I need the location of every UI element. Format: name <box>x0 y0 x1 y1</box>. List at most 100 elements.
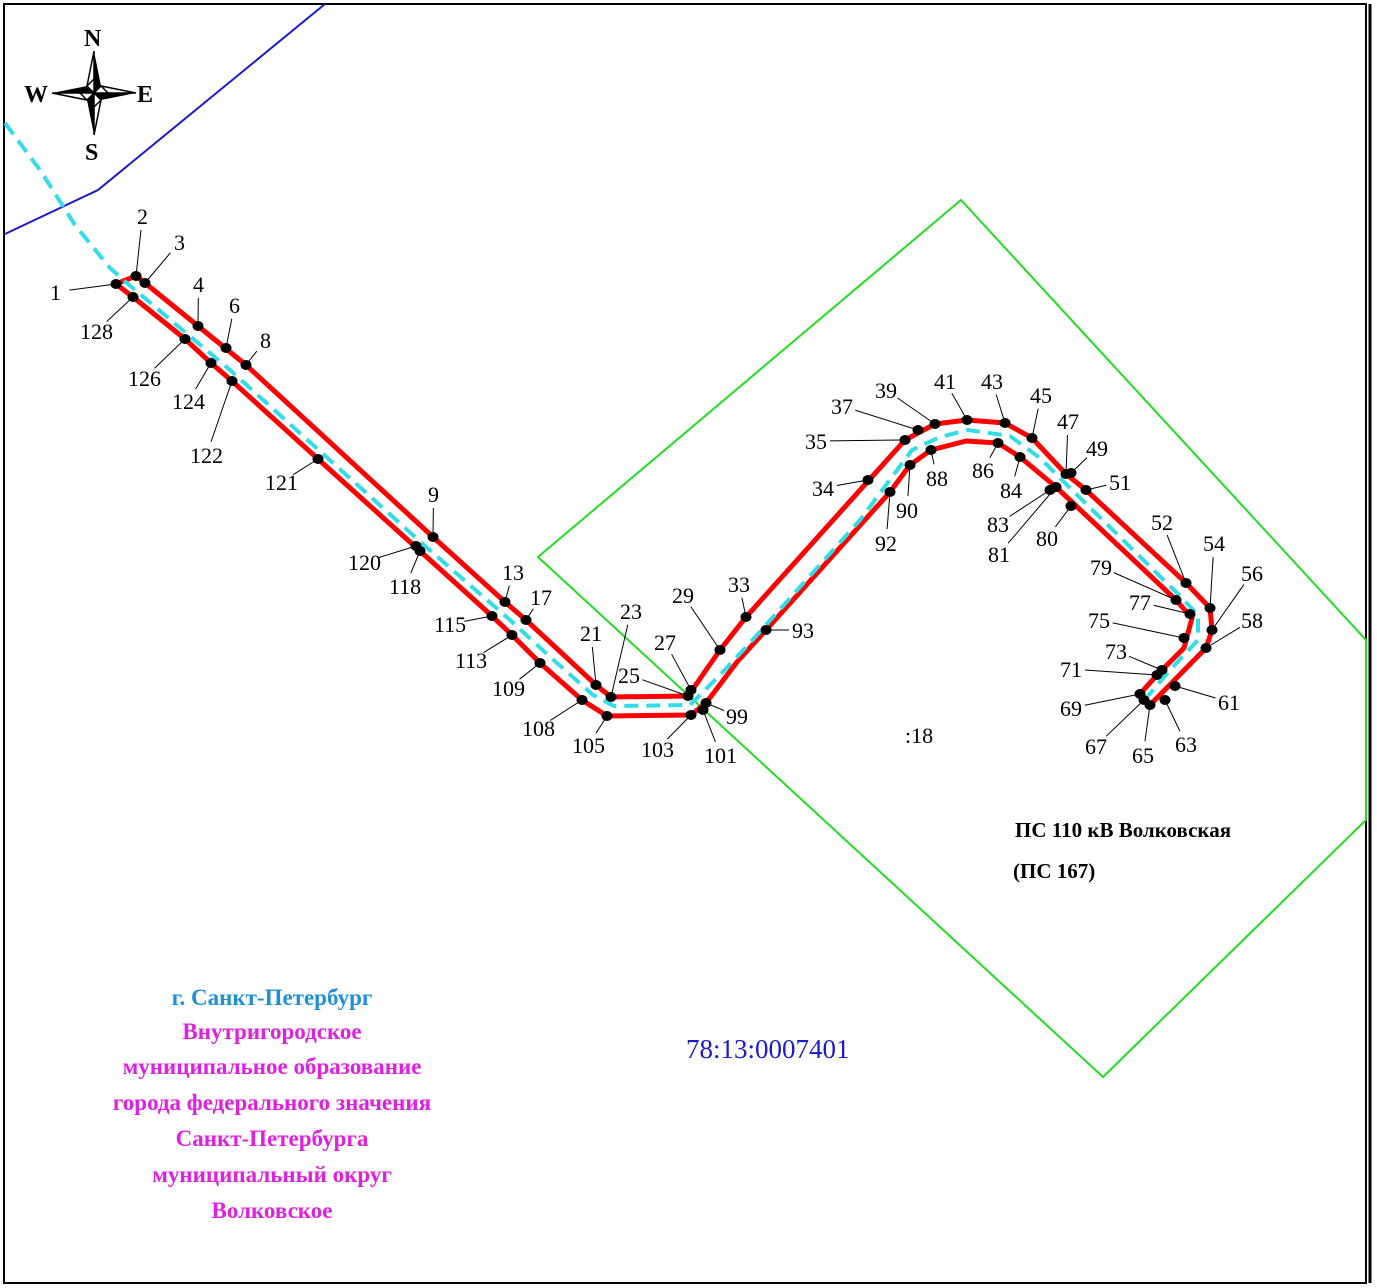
point-marker-126[interactable] <box>179 334 191 344</box>
point-marker-52[interactable] <box>1180 578 1192 588</box>
point-label-69: 69 <box>1060 696 1082 721</box>
leader-line-120 <box>377 545 417 559</box>
point-label-52: 52 <box>1151 510 1173 535</box>
point-label-92: 92 <box>875 531 897 556</box>
point-marker-27[interactable] <box>685 685 697 695</box>
point-marker-90[interactable] <box>904 460 916 470</box>
point-marker-79[interactable] <box>1170 595 1182 605</box>
point-label-6: 6 <box>229 293 240 318</box>
cable-axis-line <box>3 121 1200 709</box>
point-marker-33[interactable] <box>740 612 752 622</box>
point-marker-113[interactable] <box>506 630 518 640</box>
leader-line-56 <box>1211 584 1245 631</box>
point-label-37: 37 <box>831 394 853 419</box>
point-marker-21[interactable] <box>590 680 602 690</box>
point-marker-39[interactable] <box>929 419 941 429</box>
leader-line-71 <box>1084 669 1158 676</box>
point-marker-63[interactable] <box>1159 695 1171 705</box>
point-marker-61[interactable] <box>1169 681 1181 691</box>
admin-line: Волковское <box>212 1198 333 1223</box>
parcel-outline <box>536 198 1367 1079</box>
point-marker-73[interactable] <box>1156 665 1168 675</box>
point-marker-9[interactable] <box>427 532 439 542</box>
leader-line-27 <box>671 654 692 691</box>
compass-south-label: S <box>85 140 98 166</box>
leader-line-108 <box>550 699 583 721</box>
boundary-line <box>4 3 326 235</box>
point-marker-120[interactable] <box>410 541 422 551</box>
point-marker-75[interactable] <box>1178 633 1190 643</box>
admin-city-label: г. Санкт-Петербург <box>172 985 373 1010</box>
point-marker-101[interactable] <box>697 705 709 715</box>
admin-line: Санкт-Петербурга <box>176 1126 369 1151</box>
point-marker-58[interactable] <box>1200 643 1212 653</box>
point-label-115: 115 <box>434 612 466 637</box>
point-marker-2[interactable] <box>130 271 142 281</box>
point-marker-77[interactable] <box>1184 609 1196 619</box>
point-label-109: 109 <box>492 676 525 701</box>
point-marker-80[interactable] <box>1065 501 1077 511</box>
point-label-108: 108 <box>522 716 555 741</box>
point-marker-6[interactable] <box>220 343 232 353</box>
leader-line-21 <box>591 646 597 686</box>
point-marker-54[interactable] <box>1204 603 1216 613</box>
point-marker-92[interactable] <box>884 487 896 497</box>
leader-line-113 <box>483 634 513 654</box>
point-marker-93[interactable] <box>760 625 772 635</box>
point-marker-23[interactable] <box>605 692 617 702</box>
point-label-61: 61 <box>1218 690 1240 715</box>
leader-line-58 <box>1205 626 1241 649</box>
point-marker-51[interactable] <box>1080 485 1092 495</box>
point-label-99: 99 <box>726 704 748 729</box>
leader-line-52 <box>1166 534 1187 584</box>
point-marker-103[interactable] <box>685 710 697 720</box>
point-marker-105[interactable] <box>601 711 613 721</box>
leader-line-23 <box>610 624 629 698</box>
point-marker-29[interactable] <box>714 645 726 655</box>
point-marker-124[interactable] <box>205 358 217 368</box>
point-marker-35[interactable] <box>899 435 911 445</box>
point-marker-43[interactable] <box>999 418 1011 428</box>
point-label-86: 86 <box>972 458 994 483</box>
point-marker-37[interactable] <box>912 425 924 435</box>
point-label-77: 77 <box>1129 590 1151 615</box>
point-marker-115[interactable] <box>486 611 498 621</box>
point-marker-84[interactable] <box>1014 452 1026 462</box>
point-marker-34[interactable] <box>862 475 874 485</box>
leader-line-54 <box>1209 556 1214 609</box>
point-marker-4[interactable] <box>192 321 204 331</box>
point-marker-109[interactable] <box>534 658 546 668</box>
point-marker-121[interactable] <box>312 454 324 464</box>
point-label-88: 88 <box>926 466 948 491</box>
point-marker-83[interactable] <box>1044 485 1056 495</box>
point-label-120: 120 <box>348 550 381 575</box>
point-marker-41[interactable] <box>961 415 973 425</box>
substation-name-label: ПС 110 кВ Волковская <box>1015 818 1231 842</box>
leader-line-101 <box>702 709 716 743</box>
point-marker-8[interactable] <box>240 360 252 370</box>
point-label-79: 79 <box>1090 555 1112 580</box>
point-marker-3[interactable] <box>139 278 151 288</box>
point-marker-88[interactable] <box>925 445 937 455</box>
point-label-34: 34 <box>812 476 834 501</box>
point-marker-17[interactable] <box>520 615 532 625</box>
point-marker-1[interactable] <box>110 279 122 289</box>
point-marker-49[interactable] <box>1065 468 1077 478</box>
point-marker-108[interactable] <box>576 695 588 705</box>
point-marker-122[interactable] <box>226 376 238 386</box>
point-marker-45[interactable] <box>1026 433 1038 443</box>
point-marker-128[interactable] <box>127 292 139 302</box>
leader-line-61 <box>1174 685 1216 699</box>
point-label-126: 126 <box>128 366 161 391</box>
leader-line-73 <box>1128 655 1163 671</box>
point-label-27: 27 <box>654 630 676 655</box>
leader-line-122 <box>210 380 233 442</box>
point-marker-56[interactable] <box>1206 625 1218 635</box>
admin-line: Внутригородское <box>182 1019 361 1044</box>
compass-west-label: W <box>24 82 48 108</box>
point-marker-69[interactable] <box>1134 689 1146 699</box>
point-marker-86[interactable] <box>992 438 1004 448</box>
leader-line-69 <box>1084 693 1141 706</box>
point-marker-13[interactable] <box>499 597 511 607</box>
point-label-29: 29 <box>672 583 694 608</box>
